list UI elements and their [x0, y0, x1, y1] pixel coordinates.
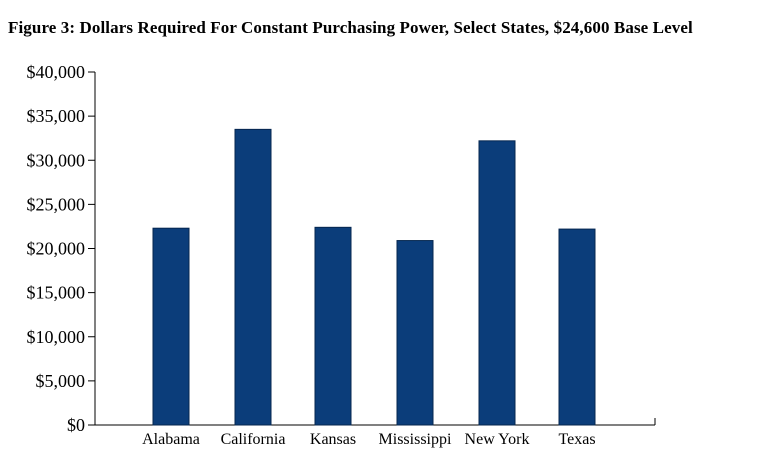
- x-category-label: Mississippi: [379, 431, 452, 448]
- bar-kansas: [314, 226, 352, 426]
- bar-mississippi: [396, 240, 434, 426]
- y-tick-label: $35,000: [27, 106, 86, 126]
- x-category-label: New York: [465, 431, 530, 448]
- y-tick-label: $20,000: [27, 239, 86, 259]
- bar-texas: [558, 228, 596, 426]
- x-category-label: California: [221, 431, 286, 448]
- y-tick-label: $15,000: [27, 283, 86, 303]
- x-category-label: Kansas: [310, 431, 356, 448]
- x-axis-labels: Alabama California Kansas Mississippi New Yo…: [142, 431, 595, 448]
- y-axis-ticks: $0 $5,000 $10,000 $15,000 $20,000 $25,000 $30,…: [27, 62, 95, 435]
- y-tick-label: $25,000: [27, 194, 86, 214]
- bar-new-york: [478, 140, 516, 426]
- bar-california: [234, 128, 272, 426]
- y-tick-label: $30,000: [27, 150, 86, 170]
- y-tick-label: $10,000: [27, 327, 86, 347]
- bars: [152, 128, 596, 426]
- bar-alabama: [152, 227, 190, 426]
- y-tick-label: $40,000: [27, 62, 86, 82]
- y-tick-label: $0: [67, 415, 85, 435]
- chart-title: Figure 3: Dollars Required For Constant …: [8, 18, 693, 37]
- x-category-label: Texas: [558, 431, 595, 448]
- x-category-label: Alabama: [142, 431, 200, 448]
- y-tick-label: $5,000: [36, 371, 86, 391]
